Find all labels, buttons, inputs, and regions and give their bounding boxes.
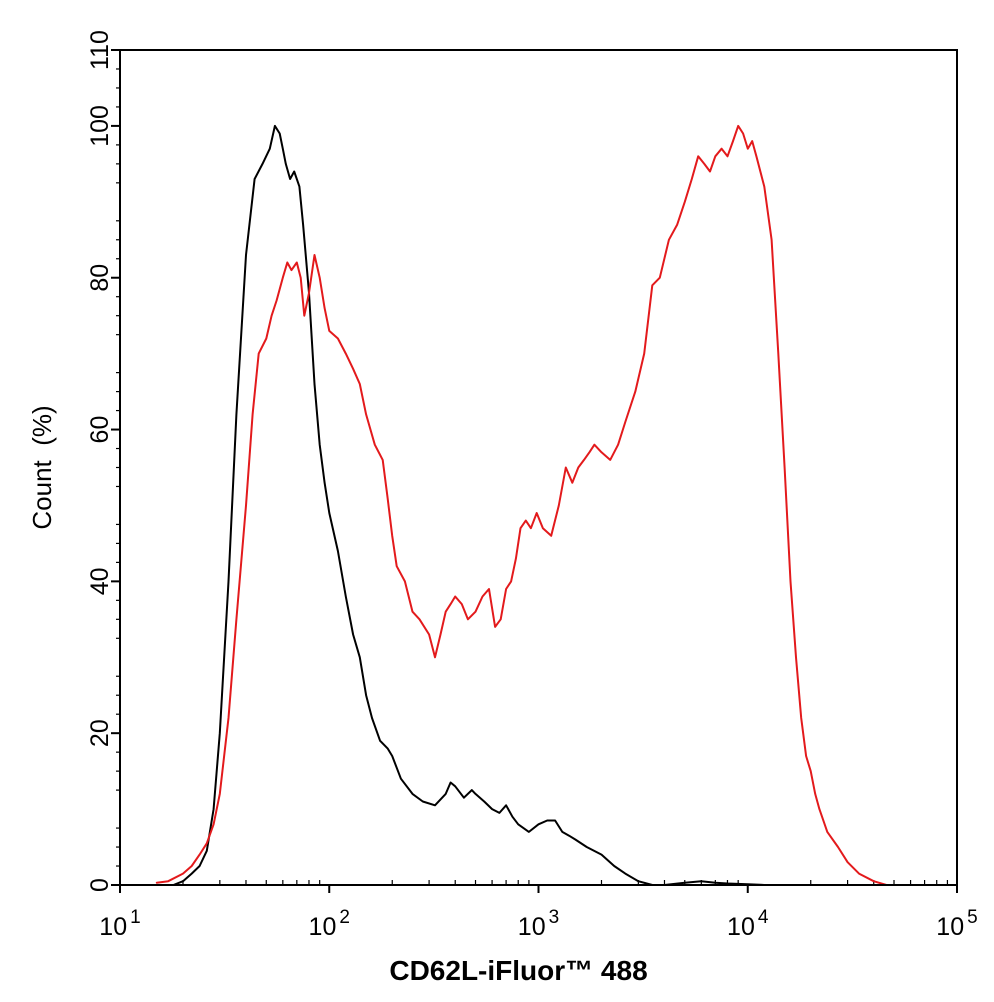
series-line-1 [172, 124, 766, 886]
y-tick-label: 80 [86, 264, 114, 292]
x-tick-exponent: 3 [549, 907, 560, 928]
x-tick-exponent: 5 [967, 907, 978, 928]
x-tick-base: 10 [99, 913, 127, 941]
x-tick-exponent: 2 [339, 907, 350, 928]
series-line-2 [155, 124, 888, 886]
minor-ticks [116, 68, 949, 885]
y-tick-label: 100 [86, 105, 114, 147]
y-axis: 0 20 40 60 80 100 110 [86, 30, 120, 892]
x-tick-base: 10 [727, 913, 755, 941]
x-tick-label: 10 1 [99, 907, 140, 941]
x-tick-base: 10 [518, 913, 546, 941]
x-axis-title: CD62L-iFluor™ 488 [389, 955, 647, 986]
y-tick-label: 40 [86, 567, 114, 595]
y-tick-label: 20 [86, 719, 114, 747]
x-tick-exponent: 4 [758, 907, 769, 928]
series-lines [155, 124, 888, 886]
x-tick-label: 10 5 [936, 907, 977, 941]
y-axis-title: Count (%) [27, 405, 57, 529]
x-axis: 10 1 10 2 10 3 10 4 10 5 [99, 885, 978, 941]
y-tick-label: 110 [86, 30, 114, 70]
x-tick-base: 10 [936, 913, 964, 941]
x-tick-label: 10 3 [518, 907, 559, 941]
x-tick-exponent: 1 [130, 907, 141, 928]
x-tick-label: 10 2 [309, 907, 350, 941]
x-tick-base: 10 [309, 913, 337, 941]
y-tick-label: 0 [86, 878, 114, 892]
x-tick-label: 10 4 [727, 907, 769, 941]
y-tick-label: 60 [86, 416, 114, 444]
plot-frame [119, 49, 958, 886]
